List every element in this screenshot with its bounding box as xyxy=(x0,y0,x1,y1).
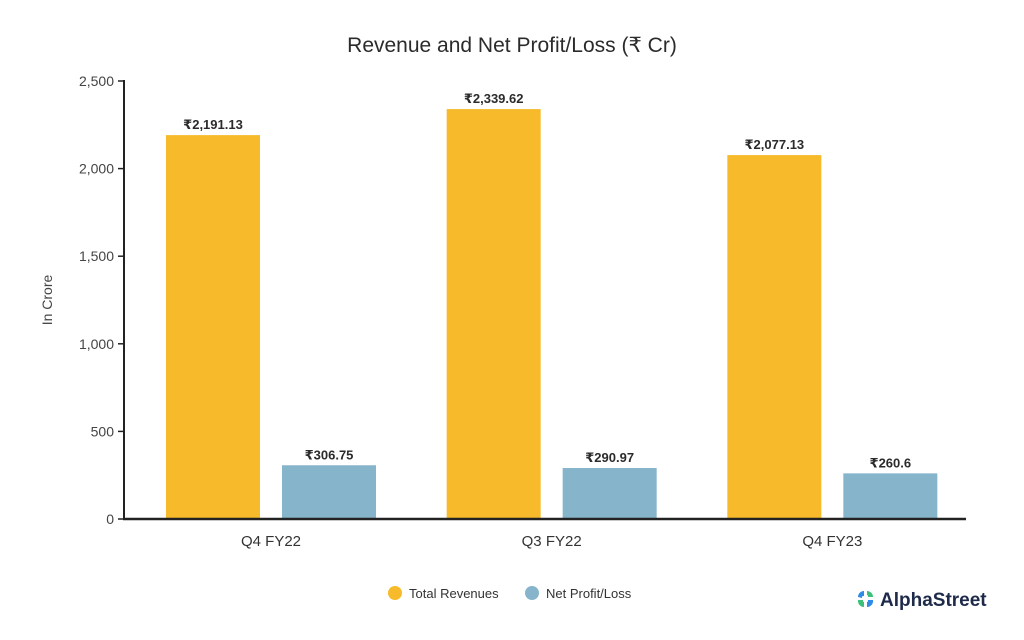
bar-total-revenues-1 xyxy=(446,109,541,520)
y-tick-label: 1,000 xyxy=(79,336,114,352)
data-labels-group: ₹2,191.13 ₹306.75 ₹2,339.62 ₹290.97 ₹2,077.1… xyxy=(183,91,911,470)
data-label: ₹260.6 xyxy=(870,455,912,470)
x-tick-label: Q4 FY22 xyxy=(241,533,301,550)
y-tick-label: 2,000 xyxy=(79,161,114,177)
data-label: ₹290.97 xyxy=(585,450,634,465)
x-tick-label: Q3 FY22 xyxy=(522,533,582,550)
y-tick-label: 500 xyxy=(91,423,115,439)
legend-label-total-revenues: Total Revenues xyxy=(409,586,499,601)
legend-swatch-net-profit-loss xyxy=(525,586,539,600)
bar-total-revenues-2 xyxy=(727,155,822,519)
y-axis-label: In Crore xyxy=(39,275,55,326)
legend-swatch-total-revenues xyxy=(388,586,402,600)
x-tick-label: Q4 FY23 xyxy=(802,533,862,550)
data-label: ₹2,191.13 xyxy=(183,117,243,132)
y-tick-label: 0 xyxy=(106,511,114,527)
legend-label-net-profit-loss: Net Profit/Loss xyxy=(546,586,632,601)
x-axis-tick-labels: Q4 FY22 Q3 FY22 Q4 FY23 xyxy=(241,533,862,550)
chart-title: Revenue and Net Profit/Loss (₹ Cr) xyxy=(347,34,677,57)
brand-logo: AlphaStreet xyxy=(858,590,987,611)
y-tick-label: 1,500 xyxy=(79,248,114,264)
y-tick-label: 2,500 xyxy=(79,73,114,89)
bars-group xyxy=(166,109,938,520)
data-label: ₹306.75 xyxy=(305,447,354,462)
data-label: ₹2,339.62 xyxy=(464,91,524,106)
bar-net-profit-loss-2 xyxy=(843,473,938,519)
brand-name: AlphaStreet xyxy=(880,590,987,611)
data-label: ₹2,077.13 xyxy=(745,137,805,152)
alphastreet-logo-icon xyxy=(858,591,874,608)
legend: Total Revenues Net Profit/Loss xyxy=(388,586,632,601)
bar-net-profit-loss-1 xyxy=(562,468,657,519)
y-axis-ticks: 0 500 1,000 1,500 2,000 2,500 xyxy=(79,73,124,527)
bar-total-revenues-0 xyxy=(166,135,260,520)
bar-net-profit-loss-0 xyxy=(282,465,376,519)
